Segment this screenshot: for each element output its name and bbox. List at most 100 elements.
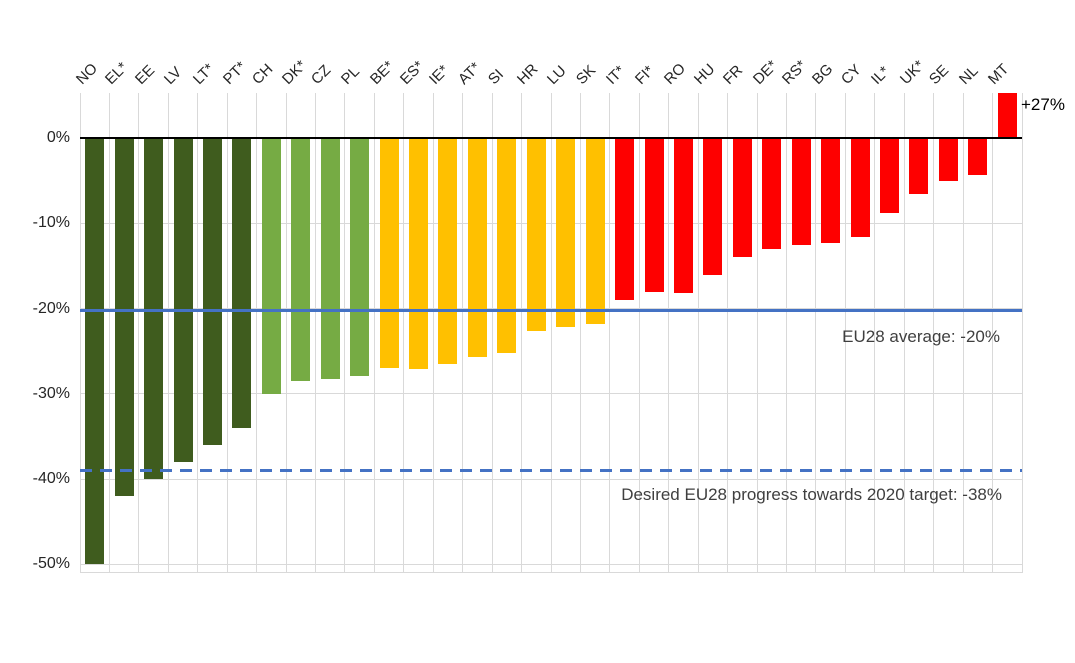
x-label-cy: CY — [838, 61, 865, 88]
gridline-v — [638, 93, 640, 573]
bar-no — [85, 138, 105, 565]
gridline-v — [962, 93, 964, 573]
bar-dk — [291, 138, 311, 382]
gridline-v — [226, 93, 228, 573]
bar-hu — [703, 138, 723, 275]
eu28-average-line — [80, 308, 1022, 312]
x-label-uk: UK* — [896, 57, 928, 88]
gridline-v — [285, 93, 287, 573]
y-tick-label-10: -10% — [32, 214, 70, 232]
x-label-hr: HR — [514, 60, 542, 88]
x-label-es: ES* — [396, 57, 427, 88]
bar-ro — [673, 138, 693, 294]
y-tick-label-40: -40% — [32, 470, 70, 488]
bar-rs — [791, 138, 811, 245]
gridline-v — [786, 93, 787, 573]
bar-bg — [821, 138, 841, 244]
gridline-v — [344, 93, 346, 573]
gridline-v — [756, 93, 758, 573]
x-label-bg: BG — [808, 60, 836, 88]
y-tick-label-20: -20% — [32, 299, 70, 317]
bar-at — [467, 138, 487, 358]
bar-mt — [997, 93, 1017, 139]
bar-ie — [438, 138, 458, 365]
bar-sk — [585, 138, 605, 325]
bar-cy — [850, 138, 870, 238]
gridline-v — [491, 93, 493, 573]
x-label-lt: LT* — [190, 60, 219, 88]
gridline-v — [1021, 93, 1023, 573]
gridline-v — [256, 93, 258, 573]
gridline-v — [373, 93, 375, 573]
zero-axis-line — [80, 137, 1022, 140]
bar-il — [880, 138, 900, 214]
x-label-ro: RO — [661, 60, 690, 88]
gridline-v — [197, 93, 199, 573]
gridline-v — [167, 93, 169, 573]
gridline-v — [874, 93, 876, 573]
x-label-fr: FR — [720, 61, 747, 88]
bar-ee — [144, 138, 164, 480]
gridline-v — [550, 93, 552, 573]
bar-lt — [202, 138, 222, 446]
gridline-v — [815, 93, 817, 573]
x-label-ie: IE* — [425, 61, 453, 88]
x-label-il: IL* — [867, 62, 893, 88]
gridline-v — [668, 93, 670, 573]
y-tick-label-30: -30% — [32, 384, 70, 402]
x-label-fi: FI* — [632, 62, 658, 88]
gridline-v — [903, 93, 905, 573]
bar-uk — [909, 138, 929, 194]
gridline-v — [432, 93, 434, 573]
bar-si — [497, 138, 517, 354]
bar-nl — [968, 138, 988, 175]
desired-target-annotation: Desired EU28 progress towards 2020 targe… — [621, 485, 1002, 504]
bar-be — [379, 138, 399, 369]
y-tick-label-0: 0% — [46, 129, 70, 147]
x-label-lv: LV — [161, 63, 186, 88]
x-label-lu: LU — [543, 62, 570, 88]
x-label-se: SE — [926, 61, 953, 88]
gridline-v — [108, 93, 110, 573]
x-label-cz: CZ — [308, 61, 335, 88]
bar-lv — [173, 138, 193, 463]
bar-lu — [556, 138, 576, 328]
gridline-v — [933, 93, 935, 573]
x-label-dk: DK* — [278, 57, 310, 88]
gridline-v — [138, 93, 140, 573]
mt-value-label: +27% — [1021, 95, 1065, 114]
bar-fi — [644, 138, 664, 293]
x-label-mt: MT — [985, 60, 1013, 88]
eu28-average-annotation: EU28 average: -20% — [842, 327, 1000, 346]
bar-es — [409, 138, 429, 370]
y-tick-label-50: -50% — [32, 555, 70, 573]
bar-ch — [261, 138, 281, 394]
gridline-v — [521, 93, 523, 573]
gridline-v — [697, 93, 699, 573]
gridline-v — [727, 93, 729, 573]
x-label-sk: SK — [573, 61, 600, 88]
gridline-v — [844, 93, 846, 573]
gridline-v — [609, 93, 611, 573]
x-label-it: IT* — [602, 62, 629, 88]
bar-pl — [350, 138, 370, 377]
x-label-be: BE* — [367, 57, 398, 88]
x-label-de: DE* — [749, 57, 781, 88]
bar-cz — [320, 138, 340, 380]
bar-hr — [526, 138, 546, 331]
x-label-hu: HU — [690, 60, 719, 88]
x-label-at: AT* — [455, 59, 485, 88]
bar-de — [762, 138, 782, 249]
x-label-pt: PT* — [219, 58, 250, 88]
gridline-v — [992, 93, 994, 573]
gridline-v — [462, 93, 464, 573]
bar-it — [615, 138, 635, 301]
x-label-si: SI — [484, 65, 507, 88]
x-label-rs: RS* — [779, 57, 811, 88]
x-label-nl: NL — [955, 62, 982, 88]
desired-target-line — [80, 469, 1022, 473]
x-label-ch: CH — [249, 60, 277, 88]
x-label-no: NO — [72, 60, 101, 88]
gridline-v — [403, 93, 405, 573]
